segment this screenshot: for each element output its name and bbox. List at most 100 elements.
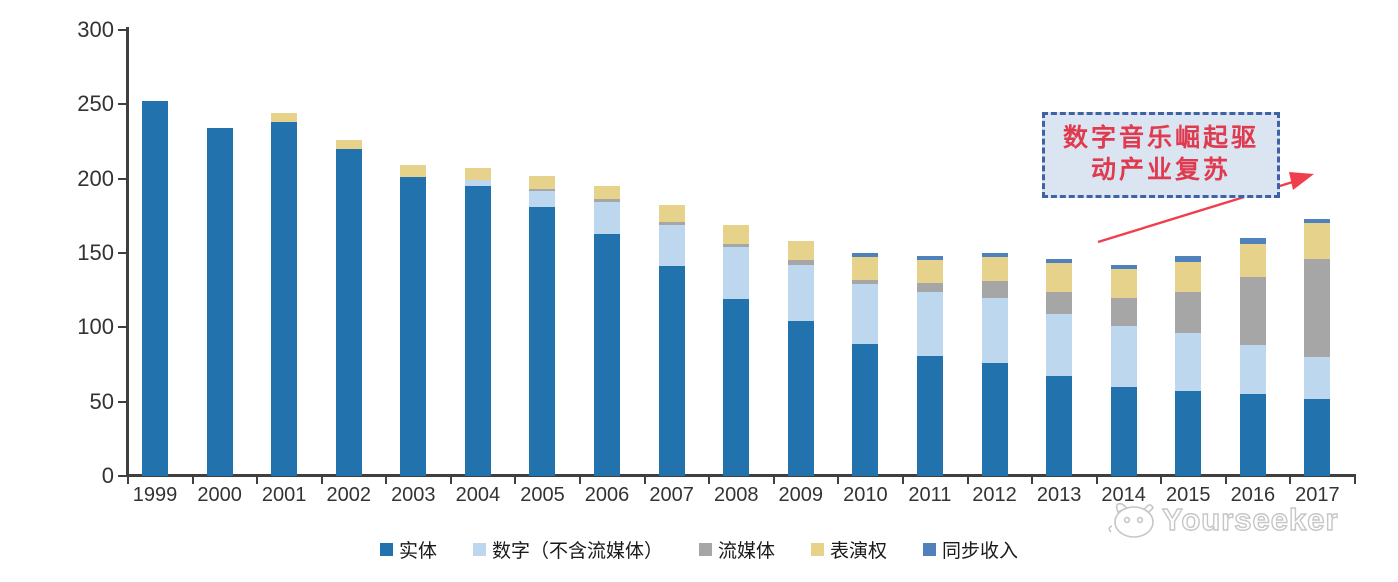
legend-item: 流媒体 [698, 536, 775, 563]
x-tick-mark [837, 477, 840, 484]
x-tick-mark [708, 477, 711, 484]
x-tick-label: 2011 [908, 484, 952, 506]
bar-segment-1999 [142, 101, 168, 476]
bar-segment-2014 [1110, 297, 1137, 326]
y-tick-label: 50 [89, 388, 114, 414]
x-tick-mark [901, 477, 904, 484]
x-tick-mark [256, 477, 259, 484]
bar-segment-2013 [1046, 376, 1073, 476]
bar-segment-2016 [1239, 394, 1266, 476]
bar-segment-2001 [271, 113, 298, 123]
x-tick-label: 2002 [326, 484, 371, 506]
x-tick-mark [1160, 477, 1163, 484]
bar-segment-2010 [852, 257, 879, 280]
bar-segment-2006 [594, 199, 621, 203]
bar-segment-2016 [1239, 244, 1266, 277]
bar-segment-2004 [464, 180, 491, 187]
bar-segment-2014 [1110, 386, 1137, 476]
x-tick-label: 2007 [649, 484, 694, 506]
bar-segment-2016 [1239, 345, 1266, 395]
bar-segment-2012 [981, 257, 1008, 282]
bar-segment-2017 [1304, 258, 1331, 358]
bar-segment-2013 [1046, 263, 1073, 292]
bar-segment-2001 [271, 122, 298, 476]
x-tick-mark [772, 477, 775, 484]
legend-label: 数字（不含流媒体） [491, 541, 663, 562]
x-tick-label: 2014 [1101, 484, 1146, 506]
y-tick-mark [118, 400, 127, 403]
yourseeker-logo-icon [1108, 502, 1154, 538]
legend-item: 实体 [379, 536, 437, 563]
bar-segment-2017 [1304, 357, 1331, 399]
x-tick-label: 2001 [261, 484, 307, 506]
bar-segment-2004 [464, 168, 491, 181]
bar-segment-2010 [852, 343, 879, 476]
x-tick-mark [449, 477, 452, 484]
plot-area [128, 30, 1355, 476]
legend-label: 同步收入 [942, 541, 1019, 562]
bar-segment-2014 [1110, 325, 1137, 387]
annotation-callout: 数字音乐崛起驱 动产业复苏 [1042, 112, 1280, 198]
bar-segment-2017 [1304, 398, 1331, 476]
bar-segment-2017 [1304, 218, 1331, 224]
bar-segment-2012 [981, 297, 1008, 363]
bar-segment-2002 [335, 140, 362, 149]
bar-segment-2010 [852, 284, 879, 344]
bar-segment-2012 [981, 253, 1008, 258]
x-tick-label: 2000 [197, 484, 242, 506]
y-tick-label: 200 [77, 165, 114, 191]
y-tick-label: 150 [77, 240, 114, 265]
x-tick-mark [1031, 477, 1034, 484]
legend-swatch-icon [472, 543, 486, 556]
bar-segment-2012 [981, 363, 1008, 476]
y-tick-label: 0 [101, 463, 114, 488]
y-tick-mark [118, 475, 127, 477]
bar-segment-2014 [1110, 269, 1137, 298]
bar-segment-2011 [916, 260, 943, 283]
annotation-text-line1: 数字音乐崛起驱 [1062, 124, 1259, 152]
bar-segment-2015 [1175, 391, 1202, 476]
x-tick-label: 2009 [778, 484, 824, 506]
legend-swatch-icon [923, 543, 937, 556]
x-tick-mark [320, 477, 323, 484]
bar-segment-2011 [916, 291, 943, 356]
x-tick-label: 2010 [843, 484, 888, 506]
x-tick-mark [1289, 477, 1292, 484]
bar-segment-2003 [400, 165, 427, 178]
x-tick-mark [191, 477, 194, 484]
x-tick-label: 2003 [391, 484, 436, 506]
x-tick-label: 2016 [1230, 484, 1276, 506]
y-axis-line [126, 27, 129, 477]
x-tick-label: 2015 [1166, 484, 1211, 506]
x-tick-mark [1224, 477, 1227, 484]
x-tick-label: 2005 [520, 484, 565, 506]
legend-item: 同步收入 [923, 536, 1018, 563]
bar-segment-2007 [658, 221, 685, 225]
bar-segment-2010 [852, 279, 879, 285]
bar-segment-2008 [723, 299, 750, 476]
legend-item: 表演权 [811, 536, 887, 563]
x-tick-mark [643, 477, 646, 484]
bar-segment-2013 [1046, 291, 1073, 314]
watermark-text: Yourseeker [1161, 501, 1339, 537]
x-tick-label: 2017 [1295, 484, 1340, 506]
bar-segment-2005 [529, 206, 556, 476]
y-tick-mark [118, 103, 127, 106]
bar-segment-2007 [658, 205, 685, 222]
x-tick-mark [579, 477, 582, 484]
bar-segment-2009 [787, 260, 814, 265]
x-tick-mark [1354, 477, 1356, 484]
bar-segment-2013 [1046, 258, 1073, 264]
bar-segment-2005 [529, 190, 556, 207]
x-tick-label: 2004 [455, 484, 501, 506]
bar-segment-2004 [464, 186, 491, 476]
bar-segment-2006 [594, 202, 621, 234]
bar-segment-2011 [916, 255, 943, 261]
x-tick-label: 2008 [713, 484, 759, 506]
x-tick-label: 2006 [584, 484, 630, 506]
bar-segment-2011 [916, 355, 943, 476]
chart-legend: 实体 数字（不含流媒体） 流媒体 表演权 同步收入 [0, 536, 1398, 563]
bar-segment-2015 [1175, 291, 1202, 334]
bar-segment-2000 [206, 128, 233, 476]
